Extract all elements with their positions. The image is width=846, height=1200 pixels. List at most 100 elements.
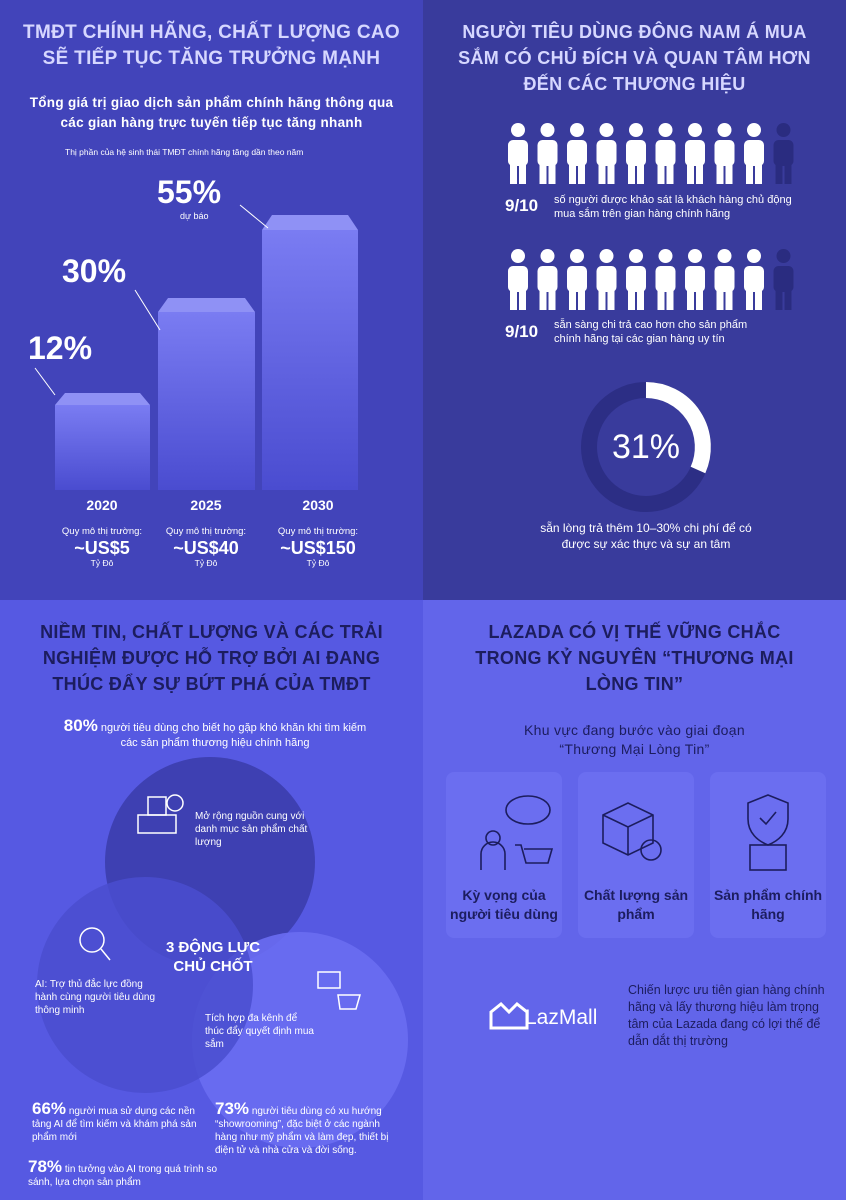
panel-title: SẮM CÓ CHỦ ĐÍCH VÀ QUAN TÂM HƠN bbox=[458, 48, 811, 68]
growth-panel: TMĐT CHÍNH HÃNG, CHẤT LƯỢNG CAO SẼ TIẾP … bbox=[0, 0, 423, 600]
stat-percent: 66% bbox=[32, 1099, 67, 1118]
stat: 73% người tiêu dùng có xu hướng “showroo… bbox=[215, 1099, 400, 1157]
stat-text: tin tưởng vào AI trong quá trình so sánh… bbox=[28, 1164, 218, 1188]
drivers-panel: NIỀM TIN, CHẤT LƯỢNG VÀ CÁC TRẢI NGHIỆM … bbox=[0, 600, 423, 1200]
connector bbox=[134, 289, 161, 331]
person-icon bbox=[537, 123, 558, 184]
ring-arc bbox=[645, 382, 711, 474]
venn-text: Mở rộng nguồn cung với danh mục sản phẩm… bbox=[195, 811, 308, 848]
fact-text: sẵn sàng chi trả cao hơn cho sản phẩm ch… bbox=[554, 319, 748, 345]
stat: 80% người tiêu dùng cho biết họ gặp khó … bbox=[60, 716, 370, 751]
person-icon bbox=[626, 123, 646, 184]
icon bbox=[79, 794, 361, 1010]
panel-title: SẼ TIẾP TỤC TĂNG TRƯỞNG MẠNH bbox=[42, 48, 381, 69]
market-size: ~US$5 bbox=[74, 538, 130, 558]
stat-percent: 78% bbox=[28, 1157, 63, 1176]
panel-title: NGƯỜI TIÊU DÙNG ĐÔNG NAM Á MUA bbox=[462, 22, 807, 42]
card-label: Sản phẩm chính hãng bbox=[713, 887, 823, 922]
subtitle: “Thương Mại Lòng Tin” bbox=[559, 741, 710, 757]
panel-title: NGHIỆM ĐƯỢC HỖ TRỢ BỞI AI ĐANG bbox=[42, 648, 381, 668]
consumer-panel: NGƯỜI TIÊU DÙNG ĐÔNG NAM Á MUA SẮM CÓ CH… bbox=[423, 0, 846, 600]
stat-text: người tiêu dùng cho biết họ gặp khó khăn… bbox=[100, 722, 367, 749]
bar-2020 bbox=[55, 393, 150, 490]
stat-percent: 80% bbox=[63, 716, 98, 735]
ratio: 9/10 bbox=[505, 196, 539, 215]
panel-title: TRONG KỶ NGUYÊN “THƯƠNG MẠI bbox=[475, 648, 794, 668]
card-label: Kỳ vọng của người tiêu dùng bbox=[450, 887, 558, 922]
panel-title: LAZADA CÓ VỊ THẾ VỮNG CHẮC bbox=[488, 622, 781, 642]
connector bbox=[34, 367, 56, 396]
person-icon bbox=[567, 123, 587, 184]
stat: 66% người mua sử dụng các nền tảng AI để… bbox=[32, 1099, 202, 1144]
person-icon bbox=[626, 249, 646, 310]
strategy-text: Chiến lược ưu tiên gian hàng chính hãng … bbox=[628, 983, 825, 1048]
share-label: 55% bbox=[157, 174, 222, 210]
fact-text: số người được khảo sát là khách hàng chủ… bbox=[554, 194, 792, 220]
panel-title: TMĐT CHÍNH HÃNG, CHẤT LƯỢNG CAO bbox=[23, 22, 400, 43]
person-icon bbox=[685, 249, 705, 310]
note: Thị phần của hệ sinh thái TMĐT chính hãn… bbox=[65, 147, 304, 157]
person-icon bbox=[714, 249, 735, 310]
share-label: 12% bbox=[28, 330, 93, 366]
connector bbox=[239, 204, 269, 229]
unit: Tỷ Đô bbox=[306, 558, 330, 568]
person-icon bbox=[596, 249, 617, 310]
bar-2030 bbox=[262, 215, 358, 490]
stat-text: người mua sử dụng các nền tảng AI để tìm… bbox=[32, 1106, 197, 1143]
bar-graphic bbox=[34, 204, 358, 490]
panel-title: ĐẾN CÁC THƯƠNG HIỆU bbox=[523, 74, 746, 94]
ratio: 9/10 bbox=[505, 322, 539, 341]
venn-graphic bbox=[37, 757, 408, 1148]
market-label: Quy mô thị trường: bbox=[61, 526, 143, 537]
person-icon bbox=[744, 123, 764, 184]
person-icon bbox=[655, 249, 676, 310]
icon bbox=[480, 794, 789, 871]
panel-title: LÒNG TIN” bbox=[585, 674, 684, 694]
year: 2030 bbox=[302, 497, 334, 513]
card bbox=[578, 772, 694, 938]
market-size: ~US$40 bbox=[173, 538, 239, 558]
person-icon bbox=[537, 249, 558, 310]
subtitle: Khu vực đang bước vào giai đoạn bbox=[524, 722, 745, 738]
bar-2025 bbox=[158, 298, 255, 490]
venn-center: 3 ĐỘNG LỰC CHỦ CHỐT bbox=[165, 939, 261, 975]
venn-circle bbox=[37, 877, 253, 1093]
person-icon bbox=[714, 123, 735, 184]
person-icon bbox=[773, 123, 794, 184]
market-label: Quy mô thị trường: bbox=[277, 526, 359, 537]
person-icon bbox=[508, 249, 528, 310]
year: 2020 bbox=[86, 497, 118, 513]
stat-text: người tiêu dùng có xu hướng “showrooming… bbox=[215, 1106, 389, 1156]
card-icons bbox=[480, 794, 789, 1030]
person-icon bbox=[508, 123, 528, 184]
panel-title: NIỀM TIN, CHẤT LƯỢNG VÀ CÁC TRẢI bbox=[40, 622, 383, 642]
card bbox=[710, 772, 826, 938]
ring-text: sẵn lòng trả thêm 10–30% chi phí để có đ… bbox=[540, 521, 752, 551]
person-icon bbox=[655, 123, 676, 184]
stat-percent: 73% bbox=[215, 1099, 250, 1118]
person-icon bbox=[773, 249, 794, 310]
person-icon bbox=[685, 123, 705, 184]
forecast-label: dự báo bbox=[180, 211, 209, 221]
unit: Tỷ Đô bbox=[90, 558, 114, 568]
brand: LazMall bbox=[525, 1006, 598, 1029]
share-label: 30% bbox=[62, 253, 127, 289]
stat: 78% tin tưởng vào AI trong quá trình so … bbox=[28, 1157, 218, 1189]
person-icon bbox=[744, 249, 764, 310]
venn-text: Tích hợp đa kênh để thúc đẩy quyết định … bbox=[205, 1013, 314, 1050]
lazmall-logo bbox=[489, 1001, 529, 1030]
person-icon bbox=[567, 249, 587, 310]
year: 2025 bbox=[190, 497, 222, 513]
person-icon bbox=[596, 123, 617, 184]
ring-value: 31% bbox=[611, 428, 681, 466]
unit: Tỷ Đô bbox=[194, 558, 218, 568]
card-label: Chất lượng sản phẩm bbox=[583, 887, 689, 922]
panel-title: THÚC ĐẨY SỰ BỨT PHÁ CỦA TMĐT bbox=[52, 674, 371, 694]
market-size: ~US$150 bbox=[280, 538, 356, 558]
people-graphic bbox=[508, 123, 794, 512]
subtitle: Tổng giá trị giao dịch sản phẩm chính hã… bbox=[29, 95, 394, 110]
subtitle: các gian hàng trực tuyến tiếp tục tăng n… bbox=[60, 115, 363, 130]
venn-text: AI: Trợ thủ đắc lực đồng hành cùng người… bbox=[35, 979, 156, 1016]
lazada-panel: LAZADA CÓ VỊ THẾ VỮNG CHẮC TRONG KỶ NGUY… bbox=[423, 600, 846, 1200]
